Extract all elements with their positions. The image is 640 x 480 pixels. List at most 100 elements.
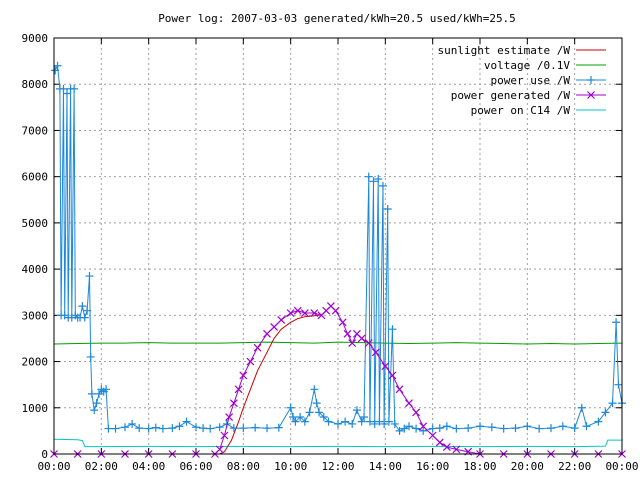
data-point [53, 61, 62, 70]
data-point [612, 318, 621, 327]
data-point [90, 406, 99, 415]
data-point [324, 417, 333, 426]
data-point [102, 385, 111, 394]
data-point [499, 424, 508, 433]
data-point [87, 389, 96, 398]
data-point [59, 84, 68, 93]
data-point [215, 423, 224, 432]
data-point [511, 424, 520, 433]
data-point [582, 422, 591, 431]
data-point [547, 424, 555, 433]
data-point [291, 417, 300, 426]
data-point [310, 385, 319, 394]
y-tick-label: 6000 [22, 171, 49, 184]
data-point [253, 343, 262, 352]
series-line [54, 314, 320, 455]
y-tick-label: 1000 [22, 402, 49, 415]
x-tick-label: 14:00 [369, 460, 402, 473]
legend-marker [587, 76, 595, 84]
data-point [395, 385, 404, 394]
data-point [225, 413, 234, 421]
data-point [464, 424, 473, 433]
data-point [476, 422, 484, 431]
data-point [78, 302, 87, 311]
x-tick-label: 02:00 [85, 460, 118, 473]
data-point [428, 431, 437, 440]
data-point [239, 424, 248, 433]
data-point [400, 424, 409, 433]
data-point [229, 399, 238, 408]
data-point [305, 408, 314, 417]
data-point [251, 423, 260, 432]
data-point [390, 419, 399, 428]
data-point [378, 181, 387, 190]
data-point [452, 424, 461, 433]
y-tick-label: 3000 [22, 309, 49, 322]
y-tick-label: 2000 [22, 356, 49, 369]
x-tick-label: 12:00 [321, 460, 354, 473]
data-point [428, 424, 437, 433]
series-layer [50, 61, 626, 458]
series-line [53, 341, 623, 345]
data-point [70, 84, 79, 93]
data-point [419, 426, 428, 435]
x-tick-label: 00:00 [605, 460, 638, 473]
data-point [535, 424, 544, 433]
data-point [442, 422, 451, 431]
data-point [151, 423, 160, 432]
x-axis: 00:00 02:00 04:00 06:00 08:00 10:00 12:00 14:00… [37, 38, 639, 473]
data-point [343, 329, 352, 338]
legend-label: power generated /W [451, 89, 571, 102]
y-tick-label: 4000 [22, 263, 49, 276]
data-point [51, 66, 60, 75]
data-point [352, 406, 361, 415]
data-point [277, 316, 286, 324]
data-point [348, 419, 357, 428]
data-point [371, 348, 380, 357]
series-sunlight-estimate-w [54, 314, 320, 455]
data-point [121, 423, 129, 432]
data-point [608, 399, 617, 408]
y-tick-label: 8000 [22, 78, 49, 91]
x-tick-label: 08:00 [227, 460, 260, 473]
data-point [300, 417, 309, 426]
y-tick-label: 0 [41, 448, 48, 461]
data-point [375, 417, 384, 426]
data-point [357, 334, 366, 343]
data-point [405, 422, 413, 431]
data-point [614, 380, 623, 389]
x-tick-label: 22:00 [558, 460, 591, 473]
data-point [158, 424, 167, 433]
data-point [357, 417, 366, 426]
data-point [104, 424, 113, 433]
data-point [331, 306, 340, 315]
series-voltage-0-1v [53, 341, 623, 345]
legend-label: voltage /0.1V [484, 59, 570, 72]
data-point [86, 352, 95, 361]
data-point [360, 413, 369, 422]
data-point [364, 172, 373, 181]
data-point [487, 423, 496, 432]
data-point [594, 417, 603, 426]
data-point [310, 309, 319, 317]
data-point [300, 309, 309, 317]
legend: sunlight estimate /W voltage /0.1V power u… [438, 44, 606, 117]
legend-label: power on C14 /W [471, 104, 571, 117]
data-point [384, 417, 393, 426]
data-point [234, 385, 243, 394]
legend-marker [587, 91, 595, 99]
data-point [199, 424, 208, 433]
data-point [388, 371, 397, 380]
data-point [175, 422, 184, 431]
data-point [442, 443, 451, 451]
legend-label: sunlight estimate /W [438, 44, 571, 57]
data-point [83, 306, 92, 315]
data-point [405, 399, 413, 408]
data-point [370, 419, 379, 428]
data-point [182, 417, 191, 426]
data-point [435, 424, 444, 433]
x-tick-label: 18:00 [463, 460, 496, 473]
x-tick-label: 10:00 [274, 460, 307, 473]
data-point [274, 423, 283, 432]
